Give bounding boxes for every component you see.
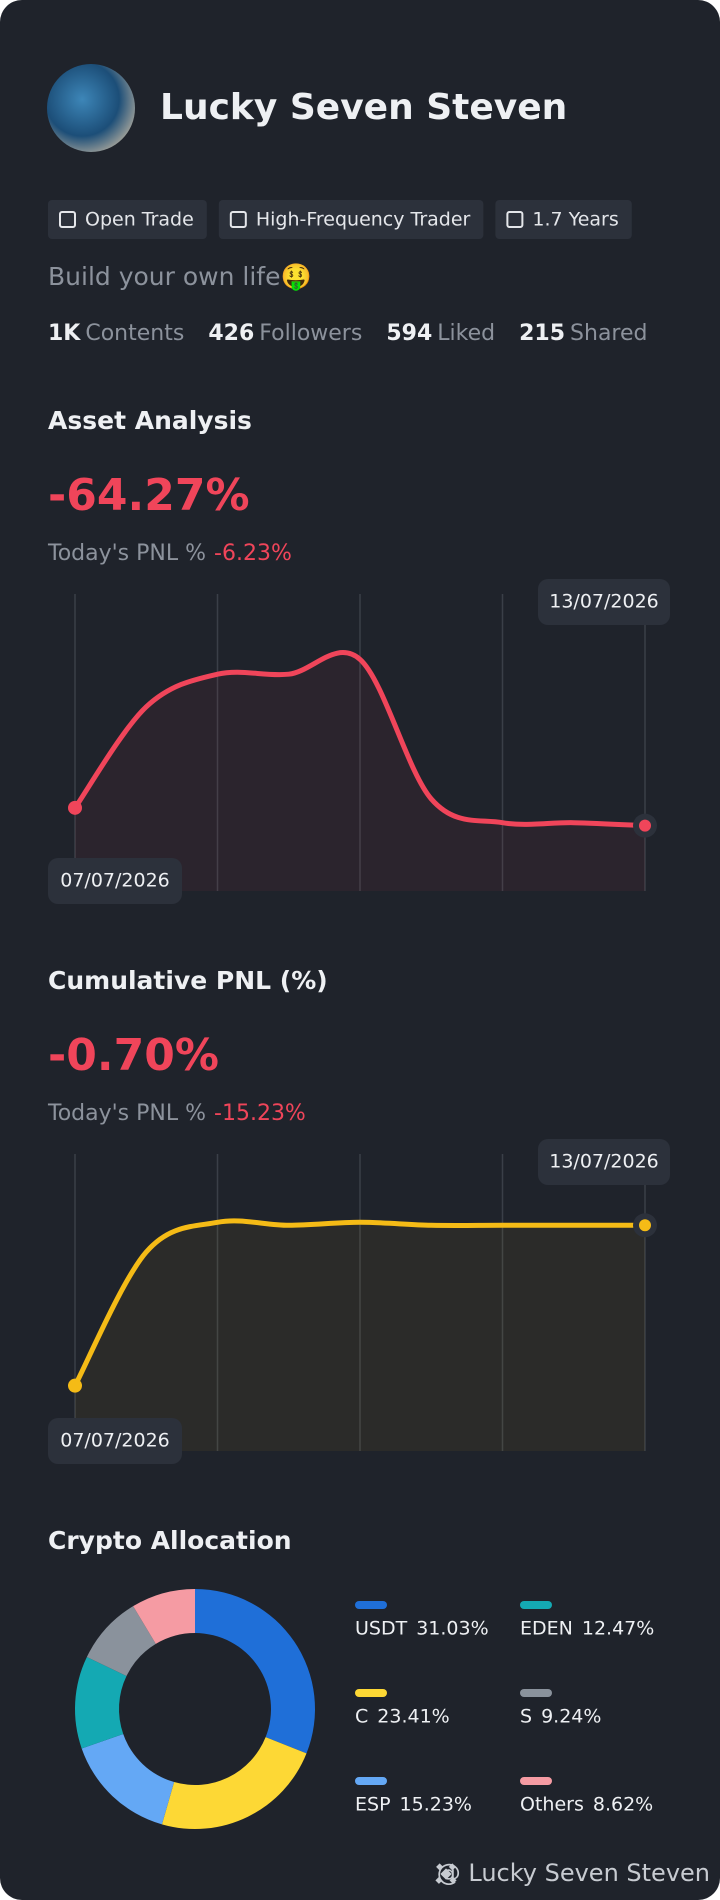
profile-name: Lucky Seven Steven <box>160 87 567 128</box>
donut-slice <box>161 1737 307 1829</box>
start-point <box>68 800 82 815</box>
line-area <box>75 1220 645 1451</box>
headline-value: -0.70% <box>48 1030 219 1081</box>
legend-name: C <box>355 1706 368 1728</box>
end-point <box>639 1219 651 1232</box>
today-label: Today's PNL % <box>47 1101 206 1126</box>
line <box>72 1218 648 1389</box>
tag-icon <box>506 211 524 228</box>
donut-slice <box>133 1589 195 1644</box>
legend-swatch <box>520 1777 552 1785</box>
donut-slice <box>74 1656 127 1749</box>
stat-value: 215 <box>519 321 565 346</box>
legend-name: S <box>520 1706 532 1728</box>
stat-label: Shared <box>570 321 647 346</box>
legend-name: USDT <box>355 1618 408 1640</box>
donut-slice <box>81 1733 175 1825</box>
footer-logo <box>435 1863 457 1884</box>
start-date: 07/07/2026 <box>60 1430 170 1452</box>
legend-value: 9.24% <box>541 1706 601 1728</box>
section-title: Crypto Allocation <box>48 1526 292 1555</box>
avatar <box>47 64 135 152</box>
tag-label: High-Frequency Trader <box>256 209 471 231</box>
end-point <box>639 819 651 832</box>
start-date: 07/07/2026 <box>60 870 170 892</box>
tag <box>495 200 632 239</box>
tag-icon <box>229 211 247 228</box>
legend-value: 15.23% <box>400 1794 472 1816</box>
stat-label: Liked <box>437 321 495 346</box>
today-value: -6.23% <box>214 541 292 566</box>
section-title: Asset Analysis <box>48 406 252 435</box>
start-point <box>68 1378 82 1393</box>
legend-swatch <box>520 1689 552 1697</box>
legend-value: 23.41% <box>377 1706 449 1728</box>
legend-value: 31.03% <box>416 1618 488 1640</box>
legend-swatch <box>355 1777 387 1785</box>
stat-label: Contents <box>85 321 184 346</box>
donut-slice <box>195 1589 315 1754</box>
legend-name: ESP <box>355 1794 391 1816</box>
tooltip <box>538 1139 670 1185</box>
legend-name: EDEN <box>520 1618 573 1640</box>
legend-name: Others <box>520 1794 584 1816</box>
tooltip <box>48 858 182 904</box>
stat-label: Followers <box>259 321 362 346</box>
stat-value: 1K <box>48 321 81 346</box>
bio: Build your own life🤑 <box>48 262 312 292</box>
tag <box>218 200 484 239</box>
legend-value: 8.62% <box>593 1794 653 1816</box>
stat-value: 594 <box>386 321 432 346</box>
today-label: Today's PNL % <box>47 541 206 566</box>
tag <box>48 200 207 239</box>
tag-label: Open Trade <box>85 209 194 231</box>
tag-icon <box>59 211 76 228</box>
today-value: -15.23% <box>214 1101 306 1126</box>
tag-label: 1.7 Years <box>532 209 618 231</box>
stat-value: 426 <box>208 321 254 346</box>
end-date: 13/07/2026 <box>549 591 659 613</box>
footer: @ Lucky Seven Steven <box>437 1859 710 1887</box>
legend-value: 12.47% <box>582 1618 654 1640</box>
legend-swatch <box>520 1601 552 1609</box>
tooltip <box>538 579 670 625</box>
line-area <box>75 652 645 891</box>
line <box>72 650 648 829</box>
legend-swatch <box>355 1601 387 1609</box>
donut-slice <box>86 1606 156 1677</box>
tooltip <box>48 1418 182 1464</box>
headline-value: -64.27% <box>48 470 250 521</box>
end-date: 13/07/2026 <box>549 1151 659 1173</box>
section-title: Cumulative PNL (%) <box>48 966 328 995</box>
legend-swatch <box>355 1689 387 1697</box>
